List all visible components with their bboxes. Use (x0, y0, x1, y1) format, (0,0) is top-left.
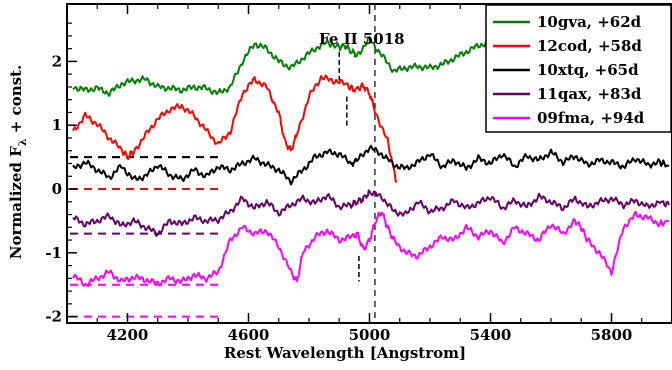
series-lines (72, 36, 670, 288)
zero-level-lines (70, 156, 219, 318)
legend-label-2: 12cod, +58d (537, 37, 642, 55)
y-tick-label: 0 (52, 180, 62, 198)
legend-box (485, 4, 672, 133)
legend-label-5: 09fma, +94d (537, 109, 645, 127)
legend-label-3: 10xtq, +65d (537, 61, 639, 79)
annotation: Fe II 5018 (319, 30, 405, 48)
legend-label-1: 10gva, +62d (537, 13, 642, 31)
series-line-5 (72, 210, 670, 288)
x-tick-label: 5400 (470, 326, 512, 344)
annotation-label: Fe II 5018 (319, 30, 405, 48)
x-tick-label: 4600 (228, 326, 270, 344)
y-tick-label: -1 (45, 244, 62, 262)
y-axis-title-tail: + const. (7, 65, 25, 139)
x-tick-label: 5800 (591, 326, 633, 344)
series-line-3 (72, 144, 670, 186)
x-axis-title: Rest Wavelength [Angstrom] (224, 344, 466, 362)
series-line-2 (72, 74, 398, 184)
series-line-4 (72, 189, 670, 237)
y-axis-title-sub: λ (16, 138, 29, 146)
legend: 10gva, +62d 12cod, +58d 10xtq, +65d 11qax, … (485, 4, 672, 133)
legend-label-4: 11qax, +83d (537, 85, 642, 103)
reference-lines (338, 4, 376, 323)
x-tick-label: 5000 (349, 326, 391, 344)
y-axis-title-main: Normalized F (7, 146, 25, 259)
y-axis-title: Normalized Fλ + const. (7, 65, 29, 259)
x-tick-label: 4200 (107, 326, 149, 344)
y-tick-label: -2 (45, 308, 62, 326)
y-tick-label: 1 (52, 116, 62, 134)
y-tick-label: 2 (52, 52, 62, 70)
